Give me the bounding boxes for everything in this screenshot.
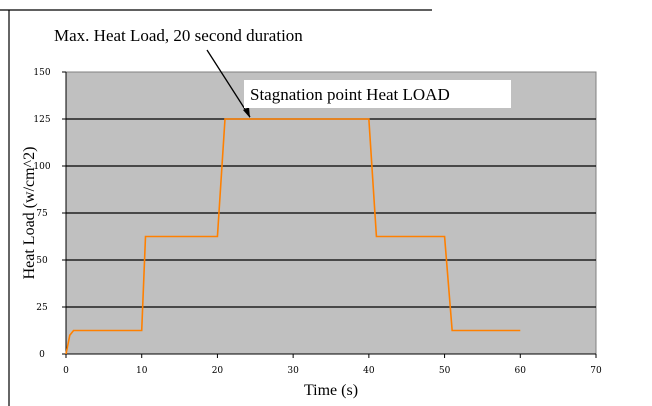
x-tick-label: 10 xyxy=(136,366,148,376)
y-tick-label: 50 xyxy=(36,256,48,266)
y-tick-labels: 0 25 50 75 100 125 150 xyxy=(33,68,50,360)
x-tick-label: 40 xyxy=(363,366,375,376)
annotation-stagnation-label: Stagnation point Heat LOAD xyxy=(250,85,450,104)
y-axis-title: Heat Load (w/cm^2) xyxy=(21,147,38,280)
annotation-label-box xyxy=(244,80,511,108)
y-tick-label: 125 xyxy=(33,115,50,125)
series-line xyxy=(65,118,521,355)
tick-marks xyxy=(62,71,597,358)
x-tick-label: 0 xyxy=(63,366,69,376)
x-tick-label: 60 xyxy=(515,366,527,376)
y-tick-label: 150 xyxy=(33,68,50,78)
x-tick-label: 50 xyxy=(439,366,451,376)
annotation-max-heat-load: Max. Heat Load, 20 second duration xyxy=(54,26,303,45)
y-tick-label: 0 xyxy=(39,350,45,360)
series-group xyxy=(65,118,521,355)
x-axis-title: Time (s) xyxy=(304,382,358,399)
annotation-arrow-line xyxy=(206,49,251,118)
x-tick-label: 30 xyxy=(287,366,299,376)
y-tick-label: 25 xyxy=(36,303,48,313)
x-tick-label: 70 xyxy=(590,366,602,376)
annotation-arrowhead xyxy=(243,107,250,118)
x-tick-labels: 0 10 20 30 40 50 60 70 xyxy=(63,366,602,376)
y-tick-label: 75 xyxy=(36,209,48,219)
x-tick-label: 20 xyxy=(212,366,224,376)
y-tick-label: 100 xyxy=(33,162,50,172)
